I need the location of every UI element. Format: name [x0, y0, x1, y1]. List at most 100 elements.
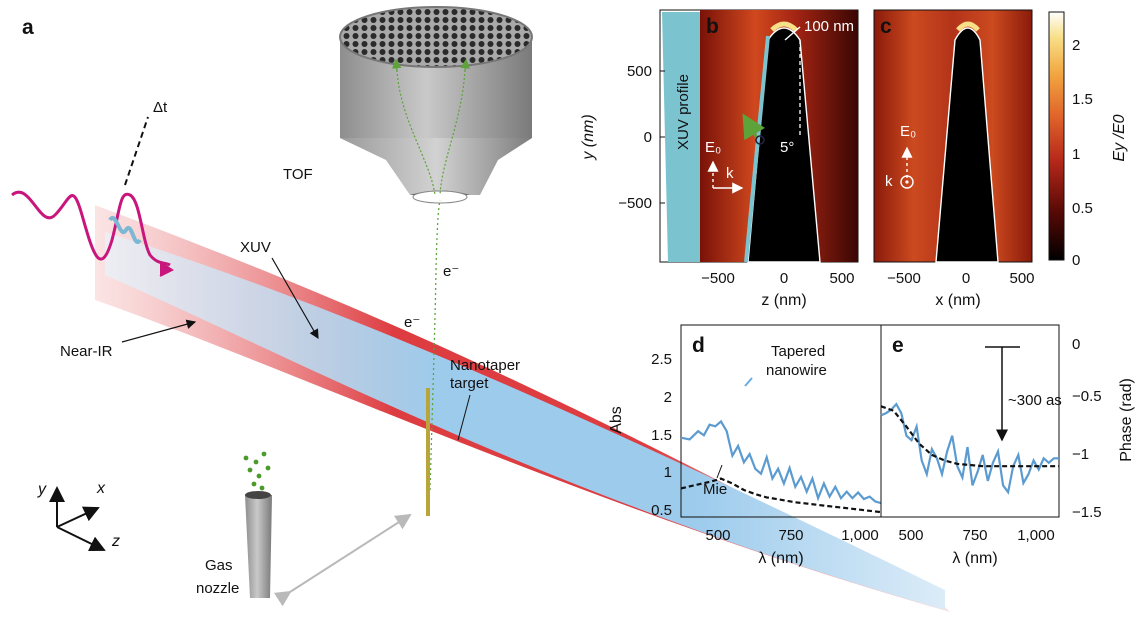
x-tick: 0 [780, 270, 788, 287]
panel-b-ylabel: y (nm) [580, 114, 597, 160]
x-tick: 0 [962, 270, 970, 287]
panel-e: e 0 −0.5 −1 −1.5 Phase (rad) 500 750 1,0… [880, 324, 1135, 567]
electron-path [429, 199, 441, 491]
gas-label-2: nozzle [196, 580, 239, 597]
gas-nozzle [243, 451, 272, 598]
x-tick: 750 [778, 527, 803, 544]
position-arrow [273, 513, 412, 607]
y-tick: 1 [664, 464, 672, 481]
series-line-tapered-nanowire [680, 419, 882, 505]
y-tick: 2.5 [651, 351, 672, 368]
x-tick: 1,000 [1017, 527, 1055, 544]
panel-e-letter: e [892, 334, 904, 357]
panel-d-letter: d [692, 334, 705, 357]
y-tick: 0 [1072, 336, 1080, 353]
panel-e-xlabel: λ (nm) [952, 550, 997, 567]
annotation-label: ~300 as [1008, 392, 1062, 409]
k-out-of-plane-icon [900, 175, 914, 189]
nanotaper-label-2: target [450, 375, 489, 392]
x-tick: 1,000 [841, 527, 879, 544]
panel-c: c E₀ k −500 0 500 x (nm) [873, 9, 1035, 309]
panel-d-xticks: 500 750 1,000 [705, 527, 878, 544]
panel-b-letter: b [706, 15, 719, 38]
radius-label: 100 nm [804, 18, 854, 35]
panel-e-yticks: 0 −0.5 −1 −1.5 [1072, 336, 1102, 521]
plot-d-marks [680, 419, 882, 514]
mie-label: Mie [703, 481, 727, 498]
near-ir-leader [121, 319, 197, 343]
k-label-b: k [726, 165, 734, 182]
panel-b-xlabel: z (nm) [761, 292, 806, 309]
y-tick: 0 [644, 129, 652, 146]
x-tick: 500 [829, 270, 854, 287]
axis-z-label: z [111, 533, 120, 550]
y-tick: −500 [618, 195, 652, 212]
e0-label-c: E₀ [900, 123, 916, 140]
plot-e-marks [880, 402, 1059, 495]
panel-d-xlabel: λ (nm) [758, 550, 803, 567]
panel-c-xlabel: x (nm) [935, 292, 980, 309]
k-label-c: k [885, 173, 893, 190]
y-tick: 1.5 [651, 427, 672, 444]
y-tick: −1.5 [1072, 504, 1102, 521]
x-tick: −500 [701, 270, 735, 287]
panel-b: XUV profile b 100 nm 5° E₀ k 500 0 −500 … [580, 9, 859, 309]
xuv-leader [271, 257, 319, 340]
y-tick: 500 [627, 63, 652, 80]
delta-t-label: Δt [153, 99, 168, 116]
radius-leader [784, 26, 801, 41]
laser-pulse-icon [11, 190, 174, 277]
nanotaper-leader [457, 394, 471, 441]
nanotaper-section-c [935, 27, 999, 263]
y-tick: −1 [1072, 446, 1089, 463]
panel-e-ylabel: Phase (rad) [1118, 378, 1135, 462]
colorbar-tick: 1 [1072, 146, 1080, 163]
legend-line-2: nanowire [766, 362, 827, 379]
e0-label-b: E₀ [705, 139, 721, 156]
tof-detector [339, 6, 533, 204]
colorbar-tick: 0 [1072, 252, 1080, 269]
nanotaper-target [426, 388, 430, 516]
panel-c-xaxis: −500 0 500 [887, 270, 1034, 287]
xuv-label: XUV [240, 239, 271, 256]
series-line-mie [880, 405, 1059, 468]
x-tick: 750 [962, 527, 987, 544]
panel-b-yaxis: 500 0 −500 [618, 63, 665, 212]
xuv-profile [662, 12, 700, 262]
mie-leader [716, 464, 723, 479]
x-tick: 500 [1009, 270, 1034, 287]
colorbar: 2 1.5 1 0.5 0 Ey /E0 [1048, 11, 1128, 269]
coordinate-axes-icon [49, 486, 106, 552]
panel-b-xaxis: −500 0 500 [701, 270, 854, 287]
electron-label-1: e⁻ [443, 263, 459, 280]
electron-label-2: e⁻ [404, 314, 420, 331]
legend-line-1: Tapered [771, 343, 825, 360]
colorbar-tick: 2 [1072, 37, 1080, 54]
delay-line [124, 116, 149, 186]
series-line-tapered-nanowire [880, 402, 1059, 495]
panel-e-xticks: 500 750 1,000 [898, 527, 1054, 544]
series-line-mie [680, 477, 882, 514]
xuv-profile-label: XUV profile [675, 74, 692, 150]
tof-label: TOF [283, 166, 313, 183]
y-tick: −0.5 [1072, 388, 1102, 405]
legend-line-marker [744, 377, 753, 387]
panel-d-yticks: 2.5 2 1.5 1 0.5 [651, 351, 672, 519]
nanotaper-label-1: Nanotaper [450, 357, 520, 374]
xuv-beam [105, 232, 945, 610]
colorbar-label: Ey /E0 [1111, 114, 1128, 161]
axis-x-label: x [96, 480, 106, 497]
near-ir-label: Near-IR [60, 343, 113, 360]
panel-c-letter: c [880, 15, 892, 38]
x-tick: −500 [887, 270, 921, 287]
emission-arrow [742, 113, 766, 141]
y-tick: 0.5 [651, 502, 672, 519]
gas-label-1: Gas [205, 557, 233, 574]
angle-label: 5° [780, 139, 794, 156]
panel-d: d 2.5 2 1.5 1 0.5 Abs 500 750 1,000 λ (n… [608, 324, 882, 567]
x-tick: 500 [898, 527, 923, 544]
panel-d-ylabel: Abs [608, 406, 625, 434]
panel-e-frame [880, 324, 1060, 518]
colorbar-tick: 0.5 [1072, 200, 1093, 217]
